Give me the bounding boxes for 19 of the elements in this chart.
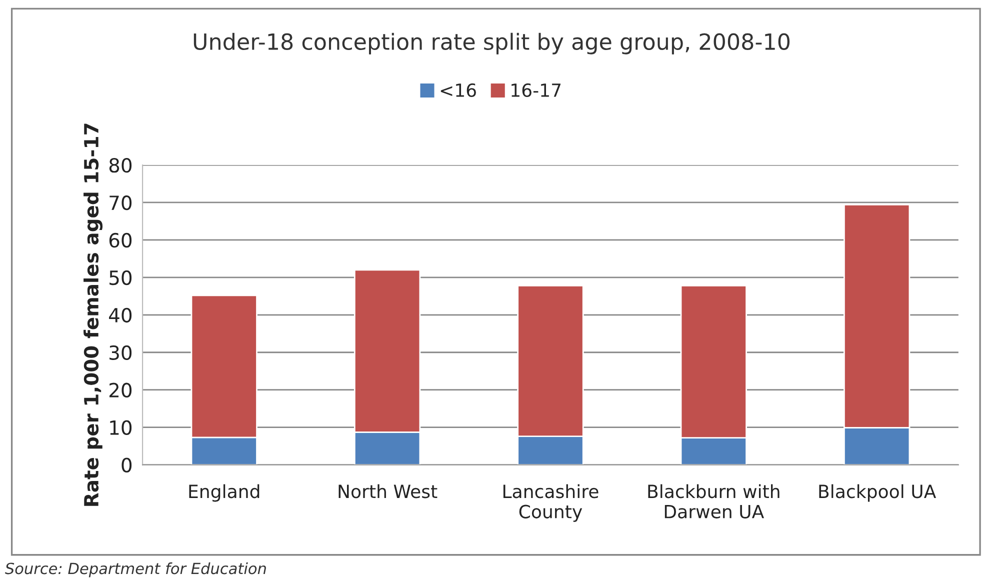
y-tick-label: 30 (110, 345, 132, 360)
y-tick-label: 0 (122, 458, 132, 472)
chart-title: Under-18 conception rate split by age group, 2008-10 (194, 32, 790, 54)
x-tick-label: Blackburn with Darwen UA (648, 484, 780, 518)
x-tick-label: Blackpool UA (819, 484, 936, 502)
y-tick-label: 70 (110, 195, 132, 210)
source-note: Source: Department for Education (5, 562, 266, 578)
legend-label: 16-17 (512, 83, 561, 98)
y-tick-label: 80 (109, 158, 132, 173)
y-tick-label: 60 (109, 232, 132, 248)
legend-label: <16 (440, 83, 476, 98)
y-tick-label: 10 (110, 420, 132, 435)
y-tick-label: 20 (109, 382, 132, 398)
y-tick-label: 50 (110, 270, 132, 286)
x-tick-label: Lancashire County (503, 484, 598, 522)
y-tick-label: 40 (109, 308, 132, 323)
y-axis-title: Rate per 1,000 females aged 15-17 (84, 124, 103, 506)
x-tick-label: North West (338, 484, 438, 498)
x-tick-label: England (189, 484, 260, 502)
